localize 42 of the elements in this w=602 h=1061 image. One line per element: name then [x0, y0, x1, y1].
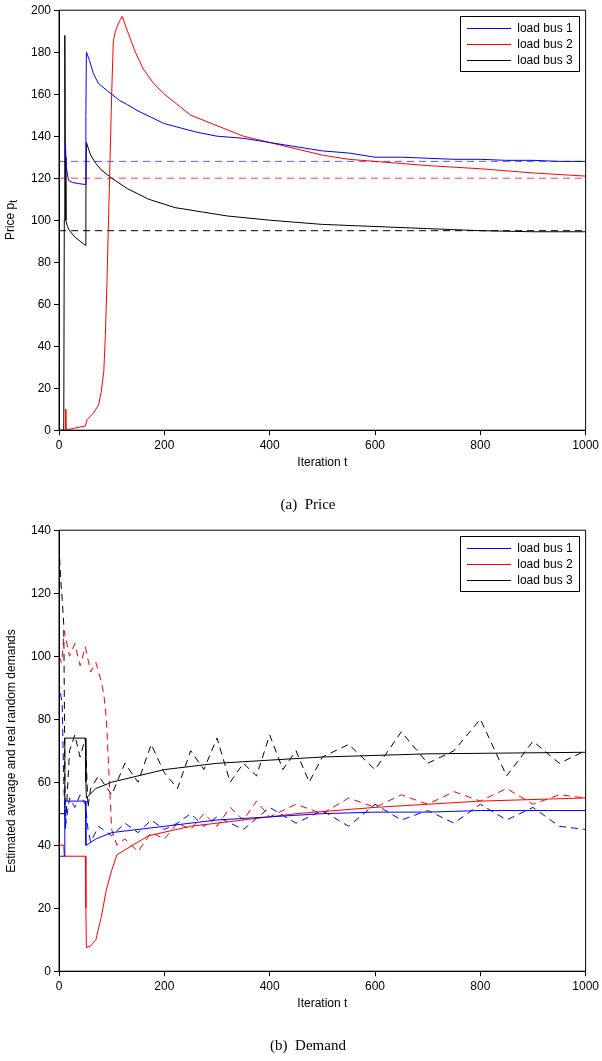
legend-label: load bus 2 [517, 37, 573, 52]
y-tick-label: 100 [30, 212, 52, 227]
y-tick-label: 100 [30, 648, 52, 663]
x-tick-label: 800 [470, 437, 491, 452]
y-axis-title: Estimated average and real random demands [4, 628, 18, 873]
text: (b) Demand [270, 1036, 347, 1054]
x-tick-label: 0 [55, 437, 63, 452]
y-tick-label: 60 [37, 774, 52, 789]
text: (a) Price [280, 495, 336, 513]
y-tick-label: 40 [37, 338, 52, 353]
legend-label: load bus 3 [517, 573, 573, 588]
y-tick-label: 20 [37, 900, 52, 915]
x-tick-label: 1000 [572, 437, 600, 452]
legend-label: load bus 2 [517, 557, 573, 572]
x-tick-label: 600 [364, 978, 386, 993]
y-tick-label: 60 [37, 296, 52, 311]
x-tick-label: 200 [154, 978, 175, 993]
x-tick-label: 0 [55, 978, 63, 993]
x-axis-title: Iteration t [297, 996, 349, 1011]
y-tick-label: 160 [30, 86, 52, 101]
y-tick-label: 40 [37, 837, 52, 852]
y-tick-label: 200 [30, 2, 52, 17]
y-tick-label: 140 [30, 522, 52, 537]
y-tick-label: 0 [44, 422, 52, 437]
x-tick-label: 200 [154, 437, 175, 452]
legend-label: load bus 1 [517, 21, 573, 36]
y-tick-label: 80 [37, 711, 52, 726]
x-tick-label: 800 [470, 978, 491, 993]
y-tick-label: 20 [37, 380, 52, 395]
x-tick-label: 400 [259, 978, 281, 993]
x-tick-label: 1000 [572, 978, 600, 993]
y-tick-label: 180 [30, 44, 52, 59]
x-axis-title: Iteration t [297, 455, 349, 470]
x-tick-label: 400 [259, 437, 281, 452]
y-tick-label: 120 [30, 170, 52, 185]
y-tick-label: 140 [30, 128, 52, 143]
x-tick-label: 600 [364, 437, 386, 452]
y-tick-label: 120 [30, 585, 52, 600]
legend-label: load bus 3 [517, 53, 573, 68]
y-tick-label: 80 [37, 254, 52, 269]
y-tick-label: 0 [44, 963, 52, 978]
legend-label: load bus 1 [517, 541, 573, 556]
